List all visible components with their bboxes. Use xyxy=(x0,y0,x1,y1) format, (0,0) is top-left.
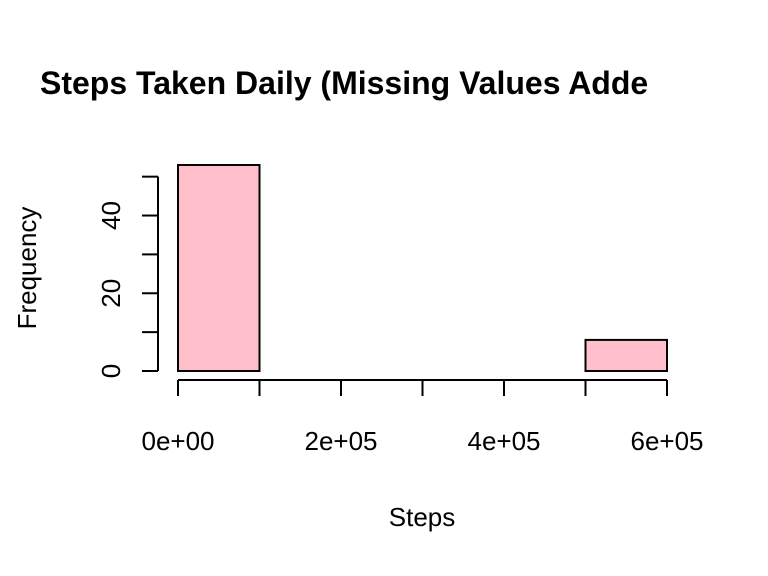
bars-group xyxy=(177,164,668,373)
y-tick-label: 20 xyxy=(96,279,126,308)
x-axis: 0e+00 2e+05 4e+05 6e+05 xyxy=(141,379,704,456)
chart-title: Steps Taken Daily (Missing Values Adde xyxy=(40,65,648,101)
x-tick-label: 2e+05 xyxy=(304,426,377,456)
y-axis: 0 20 40 xyxy=(96,175,159,378)
x-tick-label: 0e+00 xyxy=(141,426,214,456)
y-tick-label: 40 xyxy=(96,201,126,230)
x-axis-label: Steps xyxy=(389,502,456,532)
x-tick-label: 6e+05 xyxy=(630,426,703,456)
histogram-bar xyxy=(584,338,668,373)
y-axis-label: Frequency xyxy=(12,207,42,330)
histogram-bar xyxy=(177,164,261,372)
x-tick-label: 4e+05 xyxy=(467,426,540,456)
y-tick-label: 0 xyxy=(96,364,126,378)
